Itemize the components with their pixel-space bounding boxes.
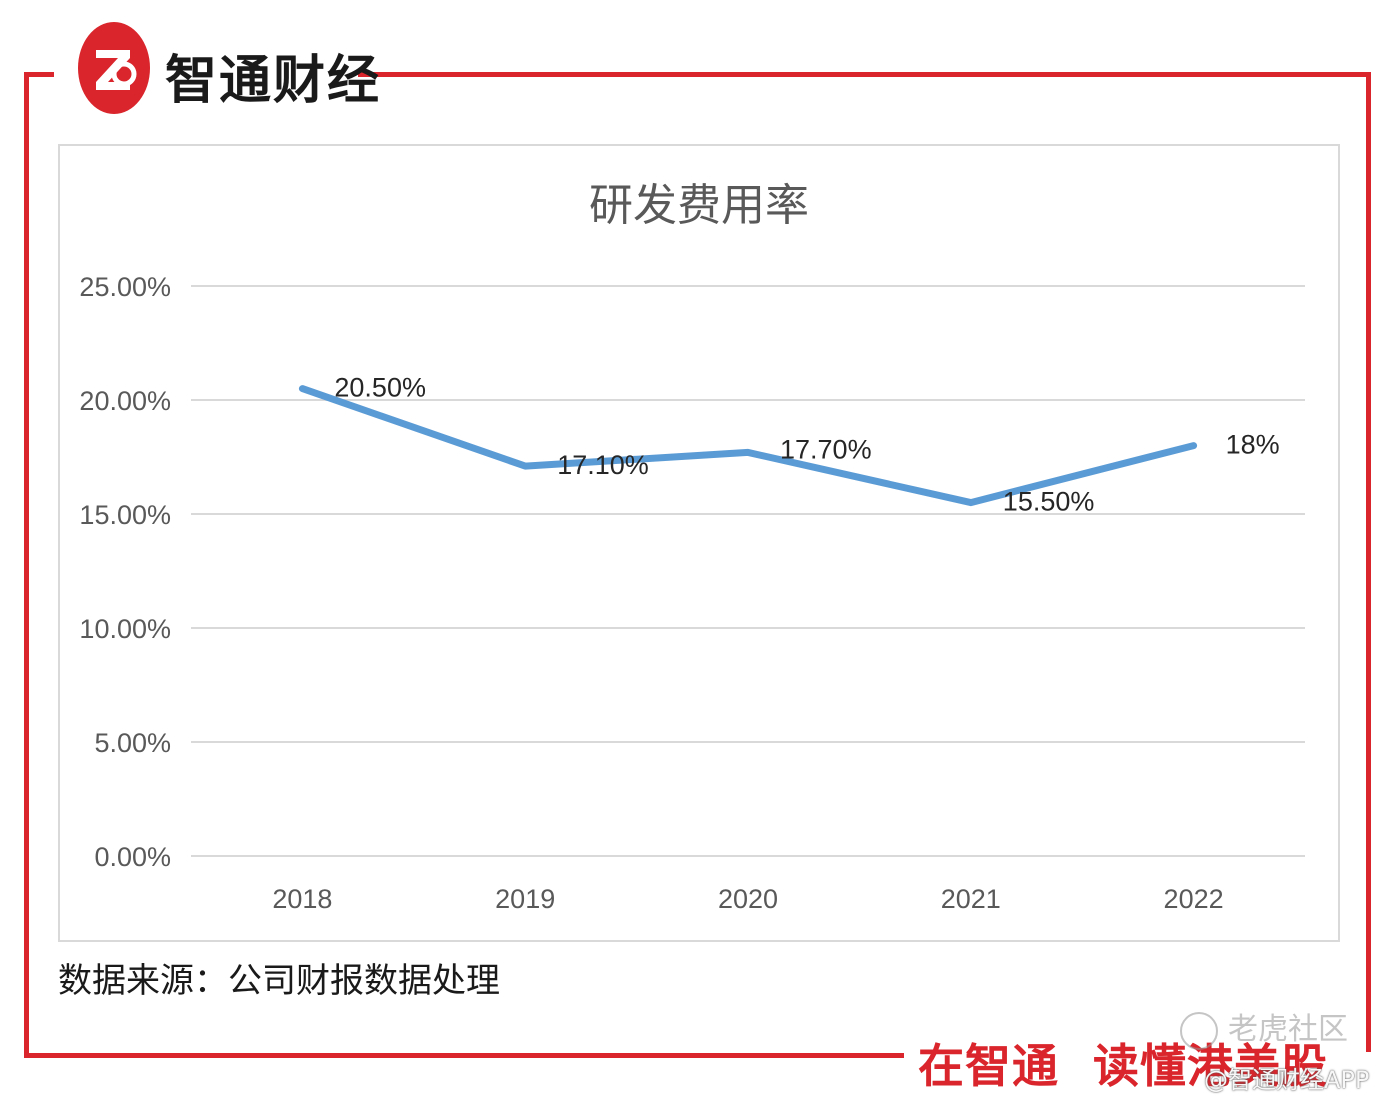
data-label: 15.50% bbox=[1003, 487, 1095, 517]
y-tick-label: 0.00% bbox=[94, 842, 171, 872]
chart-title: 研发费用率 bbox=[589, 180, 809, 231]
y-tick-label: 20.00% bbox=[79, 386, 171, 416]
x-tick-label: 2022 bbox=[1164, 884, 1224, 914]
community-watermark-text: 老虎社区 bbox=[1228, 1012, 1348, 1047]
community-watermark: 老虎社区 bbox=[1180, 1004, 1348, 1050]
data-label: 20.50% bbox=[334, 373, 426, 403]
slogan: 在智通 读懂港美股 bbox=[918, 1030, 1328, 1096]
y-tick-label: 15.00% bbox=[79, 500, 171, 530]
y-tick-label: 10.00% bbox=[79, 614, 171, 644]
chart-panel: 研发费用率 0.00% 5.00% 10.00% 15.00% 20.00% 25.00% 2… bbox=[58, 144, 1340, 942]
data-point bbox=[1192, 444, 1195, 447]
frame-left bbox=[24, 72, 29, 1058]
x-tick-label: 2019 bbox=[495, 884, 555, 914]
app-watermark: @智通财经APP bbox=[1204, 1066, 1370, 1094]
frame-bottom bbox=[24, 1053, 904, 1058]
data-point bbox=[524, 465, 527, 468]
x-tick-label: 2018 bbox=[272, 884, 332, 914]
data-point bbox=[301, 387, 304, 390]
brand-logo bbox=[78, 22, 150, 114]
data-label: 17.10% bbox=[557, 450, 649, 480]
line-chart: 研发费用率 0.00% 5.00% 10.00% 15.00% 20.00% 25.00% 2… bbox=[79, 180, 1305, 914]
data-label: 18% bbox=[1226, 430, 1280, 460]
brand-name: 智通财经 bbox=[165, 51, 382, 111]
data-label: 17.70% bbox=[780, 434, 872, 464]
series-line bbox=[298, 385, 1198, 507]
x-tick-label: 2020 bbox=[718, 884, 778, 914]
frame-top-right bbox=[358, 72, 1366, 77]
tiger-paw-icon bbox=[1180, 1011, 1218, 1050]
source-note: 数据来源：公司财报数据处理 bbox=[58, 961, 500, 1001]
data-point bbox=[747, 451, 749, 454]
slogan-part2: 读懂港美股 bbox=[1093, 1039, 1328, 1093]
y-tick-label: 5.00% bbox=[94, 728, 171, 758]
slogan-part1: 在智通 bbox=[918, 1039, 1059, 1093]
x-tick-label: 2021 bbox=[941, 884, 1001, 914]
y-tick-label: 25.00% bbox=[79, 272, 171, 302]
data-point bbox=[969, 501, 972, 504]
frame-top-left bbox=[24, 72, 54, 77]
frame-right bbox=[1366, 72, 1371, 1052]
